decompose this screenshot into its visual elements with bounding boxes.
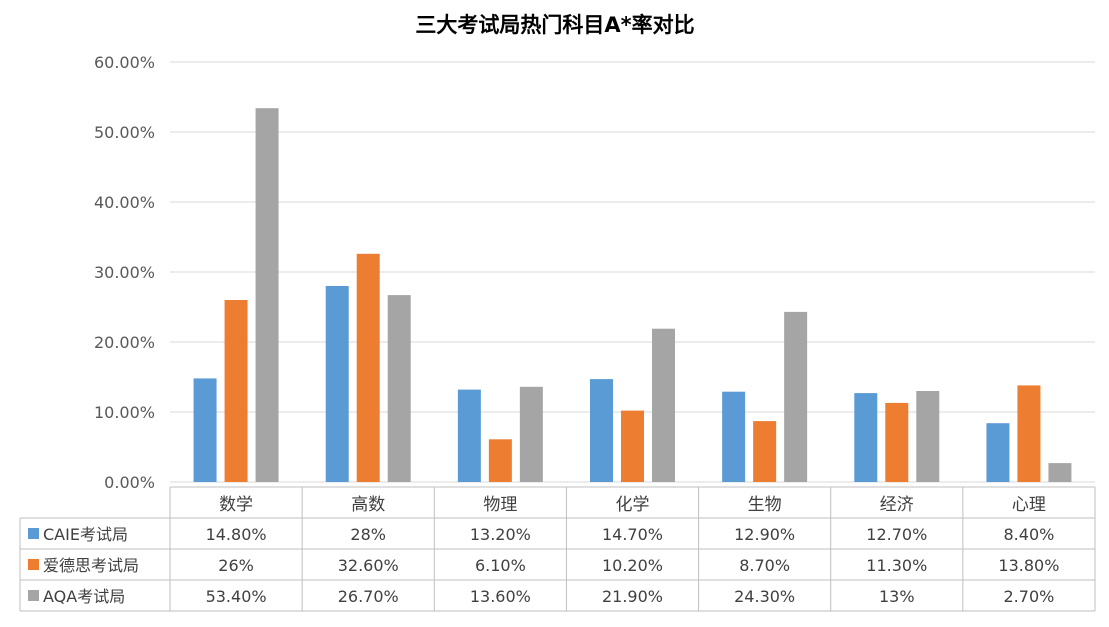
x-category-label: 经济 xyxy=(880,495,914,515)
data-label: 24.30% xyxy=(734,587,795,606)
data-label: 13.60% xyxy=(470,587,531,606)
x-category-label: 生物 xyxy=(748,495,782,515)
data-label: 8.70% xyxy=(739,556,790,575)
bar xyxy=(193,378,217,482)
bar xyxy=(753,421,777,482)
data-label: 14.80% xyxy=(206,525,267,544)
data-label: 12.70% xyxy=(866,525,927,544)
bar xyxy=(224,300,248,482)
y-tick-label: 60.00% xyxy=(94,53,155,72)
bar xyxy=(1048,463,1072,482)
bar xyxy=(1017,385,1041,482)
y-tick-label: 50.00% xyxy=(94,123,155,142)
data-label: 13.20% xyxy=(470,525,531,544)
bars xyxy=(193,108,1072,482)
bar xyxy=(457,389,481,482)
bar xyxy=(916,391,940,482)
bar xyxy=(488,439,512,482)
bar xyxy=(325,286,349,482)
x-category-label: 心理 xyxy=(1012,495,1046,515)
x-category-label: 高数 xyxy=(351,495,385,515)
bar xyxy=(519,386,543,482)
data-label: 28% xyxy=(350,525,386,544)
data-label: 32.60% xyxy=(338,556,399,575)
bar xyxy=(784,311,808,482)
gridlines xyxy=(170,61,1095,483)
bar xyxy=(854,393,878,482)
data-label: 8.40% xyxy=(1004,525,1055,544)
data-label: 26.70% xyxy=(338,587,399,606)
legend-label: 爱德思考试局 xyxy=(43,556,139,575)
data-label: 13.80% xyxy=(998,556,1059,575)
bar xyxy=(387,295,411,482)
data-table: 数学 高数 物理 化学 生物 经济 心理 CAIE考试局 14.80% 28% 13.20% 14.7… xyxy=(19,486,1096,612)
x-category-label: 物理 xyxy=(483,495,517,515)
legend-swatch xyxy=(28,528,39,539)
data-label: 13% xyxy=(879,587,915,606)
y-tick-label: 10.00% xyxy=(94,403,155,422)
data-label: 11.30% xyxy=(866,556,927,575)
bar xyxy=(255,108,279,482)
y-tick-label: 30.00% xyxy=(94,263,155,282)
bar xyxy=(722,391,746,482)
x-category-label: 数学 xyxy=(219,495,253,515)
legend-swatch xyxy=(28,559,39,570)
y-tick-label: 0.00% xyxy=(104,473,155,492)
data-label: 26% xyxy=(218,556,254,575)
x-category-label: 化学 xyxy=(616,495,650,515)
data-label: 14.70% xyxy=(602,525,663,544)
bar xyxy=(885,402,909,482)
data-label: 53.40% xyxy=(206,587,267,606)
data-label: 2.70% xyxy=(1004,587,1055,606)
legend-swatch xyxy=(28,590,39,601)
bar xyxy=(590,379,613,482)
data-label: 12.90% xyxy=(734,525,795,544)
legend-label: CAIE考试局 xyxy=(43,525,128,544)
data-label: 6.10% xyxy=(475,556,526,575)
y-tick-label: 20.00% xyxy=(94,333,155,352)
data-label: 21.90% xyxy=(602,587,663,606)
bar xyxy=(621,410,644,482)
bar xyxy=(356,253,380,482)
chart-title: 三大考试局热门科目A*率对比 xyxy=(415,13,694,37)
y-axis-ticks: 0.00% 10.00% 20.00% 30.00% 40.00% 50.00% 60.00… xyxy=(94,53,155,492)
bar xyxy=(652,328,675,482)
data-label: 10.20% xyxy=(602,556,663,575)
bar xyxy=(986,423,1010,482)
legend-label: AQA考试局 xyxy=(43,587,125,606)
y-tick-label: 40.00% xyxy=(94,193,155,212)
